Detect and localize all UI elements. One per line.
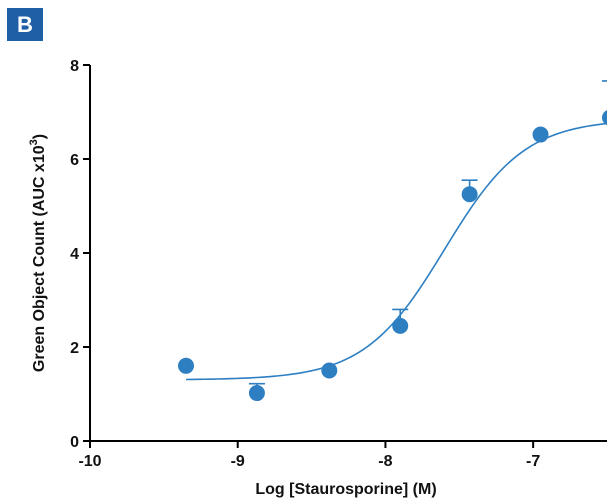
x-tick-label: -10 bbox=[78, 453, 101, 470]
x-tick-label: -8 bbox=[378, 453, 392, 470]
y-axis-title: Green Object Count (AUC x103) bbox=[28, 134, 48, 372]
y-tick-label: 6 bbox=[70, 152, 79, 169]
x-tick-label: -7 bbox=[526, 453, 540, 470]
y-tick-label: 0 bbox=[70, 434, 79, 451]
y-axis-title-main: Green Object Count (AUC x10 bbox=[31, 145, 48, 372]
tick-labels: 0 2 4 6 8 -10 -9 -8 -7 bbox=[70, 58, 540, 470]
x-axis-title: Log [Staurosporine] (M) bbox=[255, 481, 436, 498]
y-axis-title-end: ) bbox=[31, 134, 48, 139]
y-tick-label: 8 bbox=[70, 58, 79, 75]
axes bbox=[83, 64, 607, 448]
data-point bbox=[461, 186, 478, 203]
data-point bbox=[392, 317, 409, 334]
y-tick-label: 4 bbox=[70, 246, 79, 263]
data-point bbox=[178, 357, 195, 374]
error-bars bbox=[248, 80, 607, 394]
data-point bbox=[248, 385, 265, 402]
data-point bbox=[321, 362, 338, 379]
data-points bbox=[178, 110, 607, 402]
y-tick-label: 2 bbox=[70, 340, 79, 357]
data-point bbox=[532, 126, 549, 143]
data-point bbox=[601, 110, 607, 126]
y-axis-title-superscript: 3 bbox=[28, 139, 40, 145]
x-tick-label: -9 bbox=[231, 453, 245, 470]
fit-curve-group bbox=[186, 122, 607, 381]
panel-label-badge: B bbox=[7, 8, 43, 41]
fit-curve bbox=[186, 122, 607, 381]
